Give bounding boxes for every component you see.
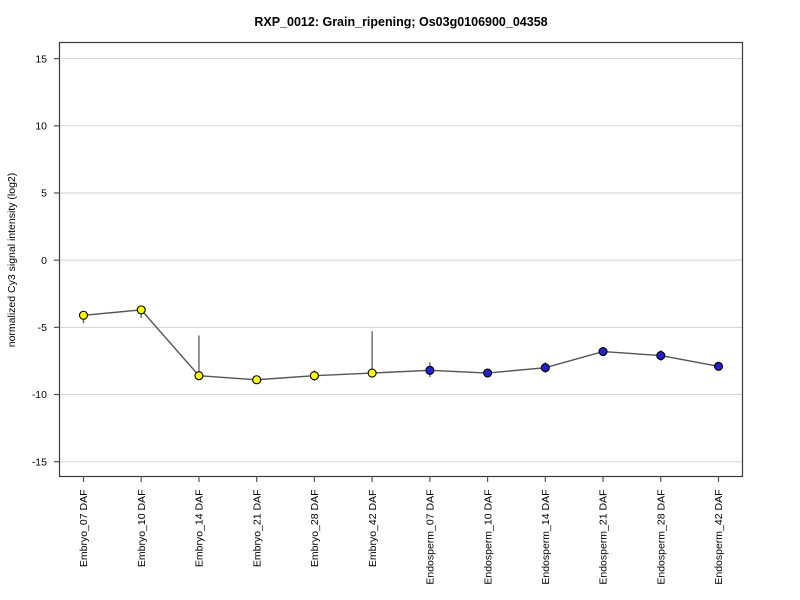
data-point: [309, 371, 319, 381]
data-point: [136, 305, 146, 315]
y-axis-title: normalized Cy3 signal intensity (log2): [6, 173, 18, 348]
y-tick-label: 5: [41, 188, 47, 200]
x-tick-label: Embryo_07 DAF: [78, 490, 90, 568]
data-point: [425, 365, 435, 375]
chart-title: RXP_0012: Grain_ripening; Os03g0106900_0…: [254, 15, 547, 29]
y-tick-label: 10: [35, 120, 47, 132]
series-line: [83, 309, 719, 381]
plot-border: [58, 41, 744, 478]
data-point: [540, 363, 550, 373]
y-tick-label: -15: [32, 456, 47, 468]
x-tick-label: Embryo_10 DAF: [136, 490, 148, 568]
grid-layer: [59, 58, 743, 463]
x-tick-label: Endosperm_14 DAF: [540, 490, 552, 585]
data-point: [598, 346, 608, 357]
data-point: [656, 351, 666, 361]
x-tick-label: Endosperm_07 DAF: [425, 490, 437, 585]
x-tick-label: Embryo_28 DAF: [309, 490, 321, 568]
x-tick-label: Embryo_14 DAF: [194, 490, 206, 568]
data-layer: [78, 305, 724, 385]
data-point: [78, 310, 89, 320]
y-tick-label: 15: [35, 53, 47, 65]
data-point: [483, 368, 493, 378]
data-point: [713, 361, 724, 371]
x-tick-label: Endosperm_21 DAF: [598, 490, 610, 585]
y-tick-label: -10: [32, 389, 47, 401]
x-tick-label: Endosperm_42 DAF: [713, 490, 725, 585]
x-tick-label: Embryo_42 DAF: [367, 490, 379, 568]
data-point: [252, 375, 262, 385]
y-tick-label: 0: [41, 255, 47, 267]
x-tick-label: Embryo_21 DAF: [251, 490, 263, 568]
x-tick-label: Endosperm_28 DAF: [655, 490, 667, 585]
x-tick-label: Endosperm_10 DAF: [482, 490, 494, 585]
data-point: [367, 368, 377, 378]
y-tick-label: -5: [38, 322, 47, 334]
data-point: [194, 371, 204, 381]
axis-layer: 15 10 5 0 -5 -10 -15 Embryo_07 DAF Embryo_10 DAF…: [32, 41, 744, 585]
